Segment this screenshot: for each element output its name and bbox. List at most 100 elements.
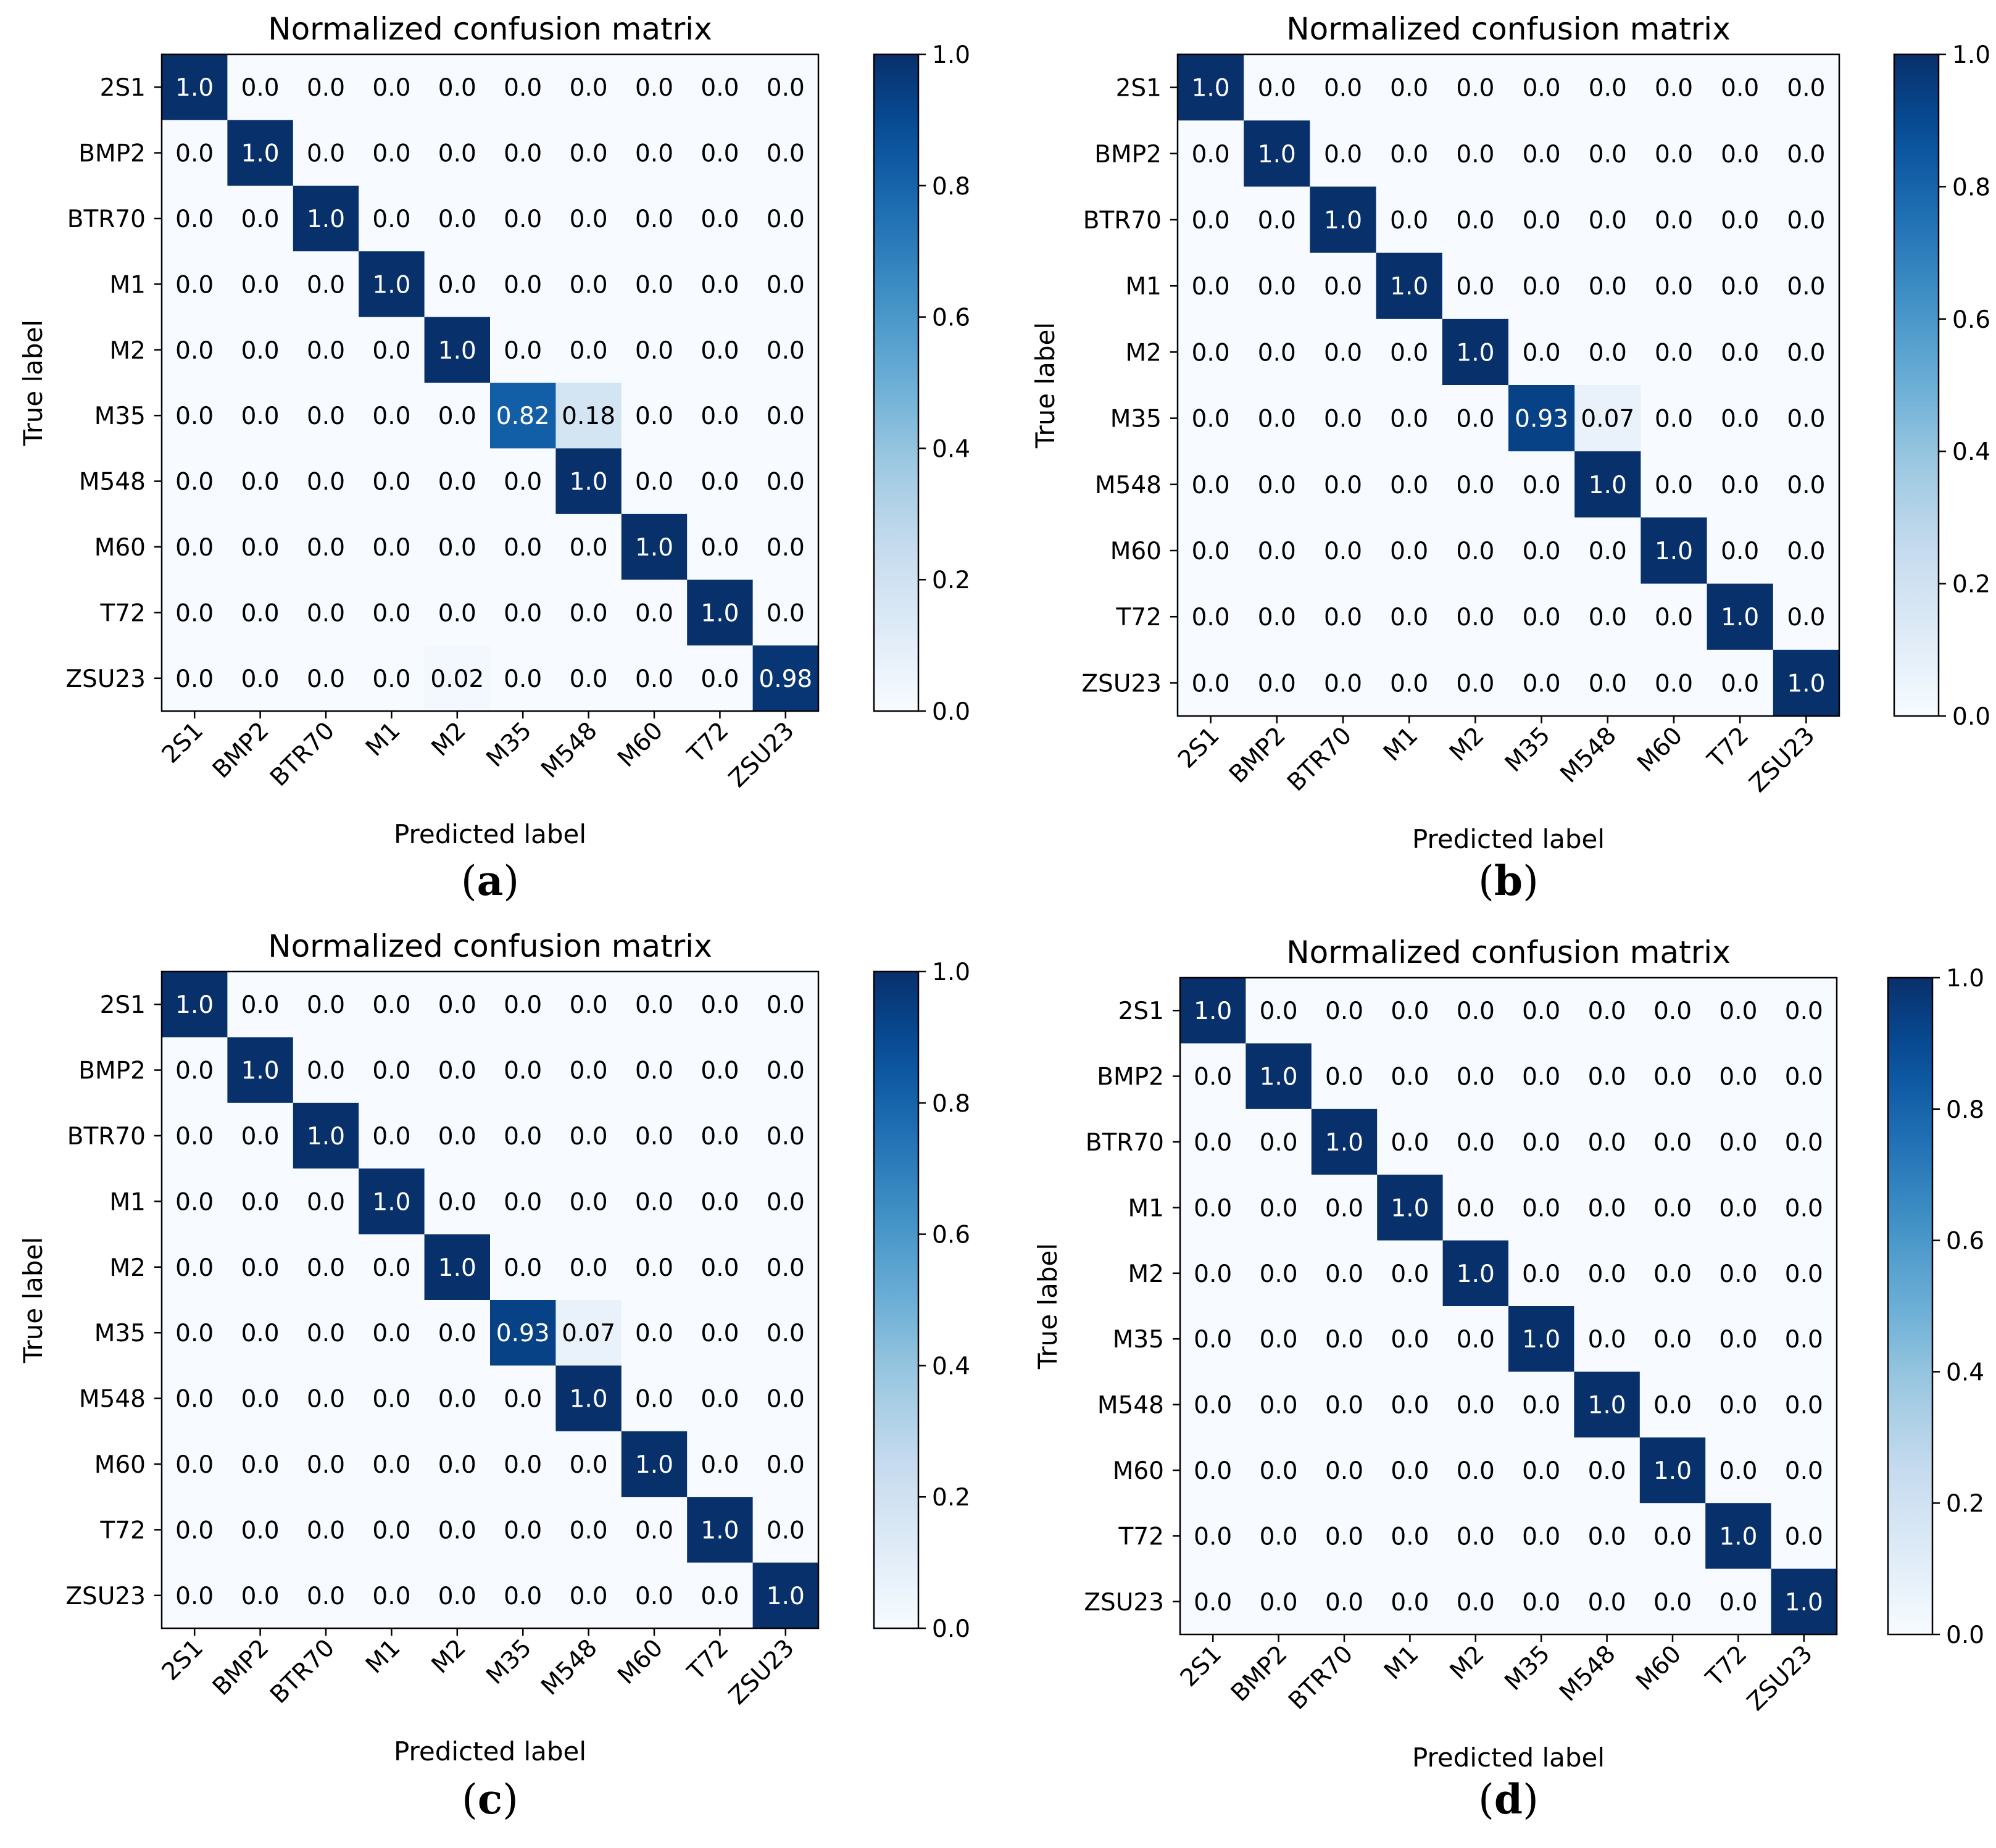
cell-value-label: 0.0 xyxy=(372,1517,410,1544)
heatmap-cell xyxy=(1244,451,1310,518)
heatmap-cell xyxy=(1180,1240,1246,1307)
heatmap-cell xyxy=(1771,1568,1837,1635)
heatmap-cell xyxy=(1773,54,1840,121)
cell-value-label: 0.0 xyxy=(1588,1260,1626,1288)
heatmap-cell xyxy=(752,448,819,515)
cell-value-label: 0.0 xyxy=(635,1254,673,1282)
heatmap-cell xyxy=(1707,186,1774,254)
cell-value-label: 0.0 xyxy=(504,599,542,627)
heatmap-cell xyxy=(1574,978,1640,1044)
heatmap-cell xyxy=(1310,318,1377,386)
cell-value-label: 0.0 xyxy=(438,1320,476,1347)
heatmap-cell xyxy=(424,580,491,646)
heatmap-cell xyxy=(1244,649,1310,717)
heatmap-cell xyxy=(1442,252,1509,320)
cell-value-label: 0.0 xyxy=(307,1386,345,1413)
heatmap-cell xyxy=(1244,54,1310,121)
heatmap-cell xyxy=(1705,1503,1772,1570)
heatmap-cell xyxy=(687,1168,754,1235)
heatmap-cell xyxy=(1442,1240,1509,1307)
heatmap-cell xyxy=(1245,1240,1312,1307)
heatmap-cell xyxy=(1574,385,1641,452)
caption-letter: a xyxy=(477,857,504,905)
cell-value-label: 0.0 xyxy=(1456,273,1494,301)
heatmap-cell xyxy=(752,251,819,318)
heatmap-cell xyxy=(1310,649,1377,717)
heatmap-cell xyxy=(359,448,425,515)
heatmap-cell xyxy=(1707,517,1774,585)
cell-value-label: 0.0 xyxy=(1721,273,1759,301)
heatmap-cell xyxy=(490,1234,556,1301)
cell-value-label: 0.0 xyxy=(307,1583,345,1610)
cell-value-label: 0.0 xyxy=(175,206,214,233)
cell-value-label: 1.0 xyxy=(767,1583,805,1610)
heatmap-cell xyxy=(687,120,754,186)
heatmap-cell xyxy=(1574,1437,1640,1504)
cell-value-label: 0.0 xyxy=(1390,538,1428,565)
heatmap-cell xyxy=(1705,1568,1772,1635)
plot-frame xyxy=(160,53,820,712)
cell-value-label: 0.0 xyxy=(1194,1129,1232,1157)
x-tick-label: M35 xyxy=(1500,722,1556,778)
cell-value-label: 0.0 xyxy=(767,74,805,102)
heatmap-cell xyxy=(424,1037,491,1104)
x-tick-label: M2 xyxy=(1444,722,1489,767)
heatmap-cell xyxy=(1311,1240,1378,1307)
heatmap-cell xyxy=(227,1037,294,1104)
colorbar-tick-label: 1.0 xyxy=(932,959,970,986)
cell-value-label: 0.0 xyxy=(1324,670,1362,697)
heatmap-cell xyxy=(555,1037,622,1104)
cell-value-label: 0.0 xyxy=(504,534,542,562)
colorbar-tick-label: 0.0 xyxy=(1946,1621,1984,1649)
heatmap-cell xyxy=(687,645,754,712)
cell-value-label: 0.0 xyxy=(1655,75,1693,102)
heatmap-cell xyxy=(490,1300,556,1366)
heatmap-cell xyxy=(687,1102,754,1169)
heatmap-cell xyxy=(1508,1371,1574,1438)
heatmap-cell xyxy=(1377,978,1444,1044)
cell-value-label: 0.0 xyxy=(701,991,739,1019)
heatmap-cell xyxy=(227,1102,294,1169)
cell-value-label: 0.0 xyxy=(1457,1326,1495,1354)
cell-value-label: 0.0 xyxy=(767,140,805,168)
heatmap-cell xyxy=(227,1497,294,1563)
cell-value-label: 0.0 xyxy=(438,1583,476,1610)
cell-value-label: 0.0 xyxy=(1324,604,1362,631)
x-tick-label: M35 xyxy=(1500,1640,1556,1696)
cell-value-label: 1.0 xyxy=(701,599,739,627)
colorbar-tick-label: 0.8 xyxy=(932,173,970,201)
caption-open-paren: ( xyxy=(1478,1776,1494,1823)
heatmap-cell xyxy=(424,1562,491,1629)
x-tick-label: M2 xyxy=(426,717,472,762)
cell-value-label: 1.0 xyxy=(1653,1457,1692,1485)
y-axis-label: True label xyxy=(18,320,48,446)
cell-value-label: 0.0 xyxy=(307,74,345,102)
heatmap-cell xyxy=(1376,385,1443,452)
cell-value-label: 0.0 xyxy=(438,991,476,1019)
cell-value-label: 0.0 xyxy=(1523,604,1561,631)
heatmap-cell xyxy=(490,1365,556,1432)
cell-value-label: 0.0 xyxy=(372,402,410,430)
heatmap-cell xyxy=(1442,1175,1509,1241)
cell-value-label: 0.0 xyxy=(372,991,410,1019)
heatmap-cell xyxy=(1244,186,1310,254)
cell-value-label: 0.0 xyxy=(635,140,673,168)
heatmap-cell xyxy=(293,54,359,120)
heatmap-cell xyxy=(359,1365,425,1432)
y-tick-label: M60 xyxy=(1110,538,1162,565)
colorbar-tick-label: 1.0 xyxy=(1952,41,1990,69)
cell-value-label: 0.0 xyxy=(1192,273,1230,301)
cell-value-label: 0.0 xyxy=(1325,997,1363,1025)
cell-value-label: 0.0 xyxy=(701,468,739,496)
heatmap-cell xyxy=(490,972,556,1038)
colorbar-tick-label: 0.2 xyxy=(1952,571,1990,599)
heatmap-cell xyxy=(1640,385,1708,452)
cell-value-label: 0.0 xyxy=(504,665,542,693)
heatmap-cell xyxy=(1508,583,1575,651)
heatmap-cell xyxy=(1376,186,1443,254)
cell-value-label: 0.0 xyxy=(1719,1457,1757,1485)
cell-value-label: 0.0 xyxy=(1719,1326,1757,1354)
cell-value-label: 0.0 xyxy=(307,337,345,365)
cell-value-label: 0.0 xyxy=(1787,141,1825,169)
heatmap-cell xyxy=(752,1562,819,1629)
